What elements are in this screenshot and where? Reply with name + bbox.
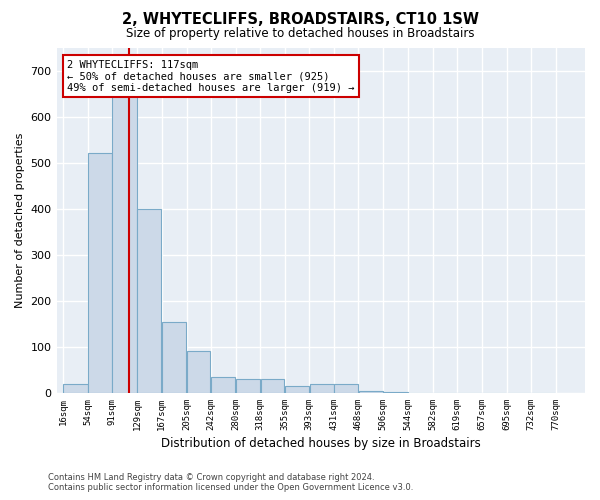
Bar [211,377,235,393]
Y-axis label: Number of detached properties: Number of detached properties [15,132,25,308]
Text: Size of property relative to detached houses in Broadstairs: Size of property relative to detached ho… [126,28,474,40]
Bar [236,379,260,393]
Bar [64,384,88,393]
Bar [383,392,408,393]
Bar [334,384,358,393]
Text: Contains HM Land Registry data © Crown copyright and database right 2024.
Contai: Contains HM Land Registry data © Crown c… [48,473,413,492]
Bar [137,208,161,393]
X-axis label: Distribution of detached houses by size in Broadstairs: Distribution of detached houses by size … [161,437,481,450]
Bar [310,384,334,393]
Bar [187,352,211,393]
Bar [88,154,112,393]
Bar [112,80,137,393]
Bar [285,386,309,393]
Bar [359,390,383,393]
Text: 2, WHYTECLIFFS, BROADSTAIRS, CT10 1SW: 2, WHYTECLIFFS, BROADSTAIRS, CT10 1SW [121,12,479,28]
Text: 2 WHYTECLIFFS: 117sqm
← 50% of detached houses are smaller (925)
49% of semi-det: 2 WHYTECLIFFS: 117sqm ← 50% of detached … [67,60,355,93]
Bar [260,379,284,393]
Bar [162,322,186,393]
